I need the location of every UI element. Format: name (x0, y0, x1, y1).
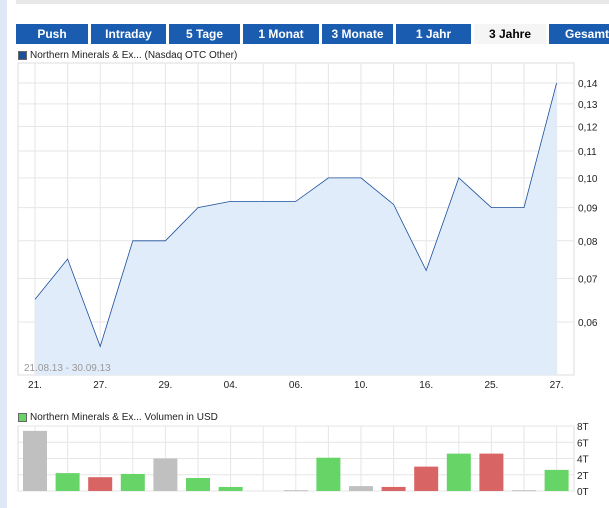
tab-3-monate[interactable]: 3 Monate (322, 24, 393, 44)
y-tick-label: 0,07 (578, 274, 598, 285)
volume-bar (218, 486, 243, 491)
x-tick-label: 04. (224, 380, 238, 391)
volume-bar (316, 457, 341, 491)
volume-bar (544, 469, 569, 491)
price-legend-label: Northern Minerals & Ex... (Nasdaq OTC Ot… (30, 50, 238, 61)
tab-1-jahr[interactable]: 1 Jahr (396, 24, 471, 44)
left-strip (0, 0, 7, 508)
timeframe-tabs: Push Intraday 5 Tage 1 Monat 3 Monate 1 Jahr 3… (16, 24, 609, 44)
price-area (35, 83, 557, 375)
x-tick-label: 27. (550, 380, 564, 391)
volume-tick-label: 0T (577, 487, 589, 498)
volume-tick-label: 2T (577, 471, 589, 482)
x-tick-label: 27. (93, 380, 107, 391)
volume-bar (512, 490, 536, 492)
x-tick-label: 06. (289, 380, 303, 391)
volume-legend-label: Northern Minerals & Ex... Volumen in USD (30, 412, 218, 423)
tab-intraday[interactable]: Intraday (91, 24, 166, 44)
volume-bar (55, 473, 80, 491)
legend-swatch (18, 413, 27, 422)
y-tick-label: 0,13 (578, 100, 598, 111)
volume-bar (446, 453, 471, 491)
x-tick-label: 16. (419, 380, 433, 391)
volume-bar (186, 478, 210, 491)
volume-tick-label: 4T (577, 455, 589, 466)
price-legend: Northern Minerals & Ex... (Nasdaq OTC Ot… (18, 50, 237, 61)
volume-bar (349, 486, 373, 491)
date-range-label: 21.08.13 - 30.09.13 (24, 363, 111, 374)
volume-bar (153, 458, 178, 491)
tab-push[interactable]: Push (16, 24, 88, 44)
volume-tick-label: 8T (577, 422, 589, 433)
tab-1-monat[interactable]: 1 Monat (243, 24, 319, 44)
volume-bar (23, 430, 47, 491)
x-tick-label: 10. (354, 380, 368, 391)
y-tick-label: 0,09 (578, 204, 598, 215)
y-tick-label: 0,14 (578, 79, 598, 90)
volume-bar (414, 466, 439, 491)
x-tick-label: 25. (484, 380, 498, 391)
y-tick-label: 0,12 (578, 122, 598, 133)
volume-bar (479, 453, 504, 491)
volume-tick-label: 6T (577, 438, 589, 449)
legend-swatch (18, 51, 27, 60)
y-tick-label: 0,06 (578, 318, 598, 329)
volume-bar (283, 490, 308, 492)
tab-3-jahre[interactable]: 3 Jahre (474, 24, 546, 44)
y-tick-label: 0,08 (578, 237, 598, 248)
x-tick-label: 21. (28, 380, 42, 391)
top-bar (16, 0, 609, 4)
volume-bar (88, 477, 113, 491)
volume-bar (120, 473, 145, 491)
tab-5-tage[interactable]: 5 Tage (169, 24, 240, 44)
y-tick-label: 0,11 (578, 147, 597, 158)
price-line (34, 82, 557, 348)
y-tick-label: 0,10 (578, 174, 598, 185)
x-tick-label: 29. (158, 380, 172, 391)
volume-legend: Northern Minerals & Ex... Volumen in USD (18, 412, 218, 423)
tab-gesamt[interactable]: Gesamt (549, 24, 609, 44)
volume-bar (381, 486, 406, 491)
